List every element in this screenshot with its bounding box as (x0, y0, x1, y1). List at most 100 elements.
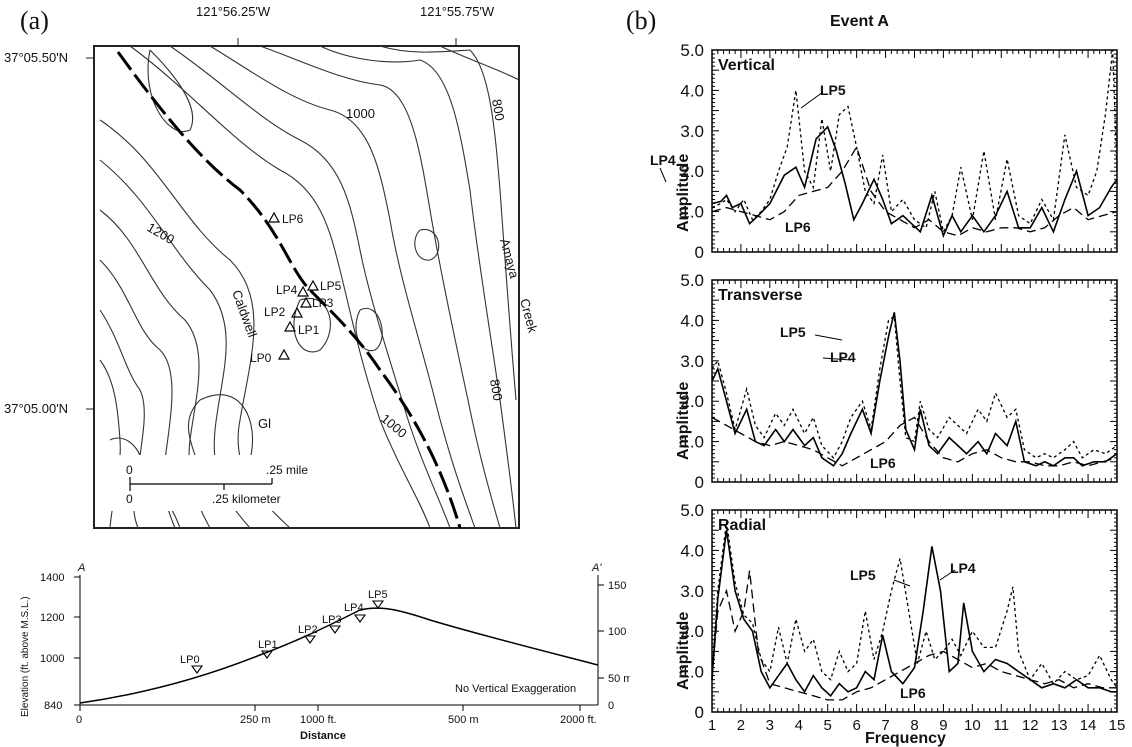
profile-marker-lp4 (353, 614, 367, 623)
contour-label-1: 1000 (346, 106, 375, 121)
ylabel-vertical: Amplitude (675, 154, 692, 232)
panel-b-label: (b) (626, 6, 657, 35)
x-tick-label: 9 (939, 717, 947, 734)
map-frame (93, 45, 520, 529)
series-label-leader (659, 167, 667, 183)
series-label-lp6: LP6 (870, 455, 896, 471)
site-marker-lp5 (306, 279, 320, 291)
series-label-lp5: LP5 (850, 567, 876, 583)
profile-rtick-0: 0 (608, 700, 614, 712)
scale-km-mid: .25 (212, 492, 229, 506)
profile-ytick-840: 840 (44, 700, 62, 712)
y-tick-label: 1.0 (680, 203, 704, 222)
panel-a-label: (a) (20, 6, 49, 35)
scale-km-unit: kilometer (232, 492, 281, 506)
series-lp6 (711, 145, 1118, 237)
place-creek: Creek (517, 297, 541, 335)
profile-marker-lp3 (328, 625, 342, 634)
profile-label-lp2: LP2 (298, 624, 318, 636)
x-tick-label: 2 (737, 717, 745, 734)
y-tick-label: 1.0 (680, 663, 704, 682)
contour-label-4: 800 (487, 378, 506, 402)
scale-km-zero: 0 (126, 492, 133, 506)
site-label-lp5: LP5 (320, 279, 342, 293)
profile-xlabel: Distance (300, 730, 346, 742)
site-marker-lp2 (290, 306, 304, 318)
profile-rtick-100: 100 m (608, 626, 630, 638)
y-tick-label: 0 (695, 473, 704, 492)
series-label-lp5: LP5 (780, 324, 806, 340)
series-label-leader (800, 91, 824, 109)
series-label-leader (893, 579, 911, 587)
place-caldwell: Caldwell (229, 288, 260, 339)
site-marker-lp3 (299, 296, 313, 308)
profile-ytick-1000: 1000 (40, 653, 64, 665)
x-tick-label: 3 (766, 717, 774, 734)
ylabel-transverse: Amplitude (675, 382, 692, 460)
lat-label-bottom: 37°05.00'N (4, 401, 68, 416)
profile-xtick-2000ft: 2000 ft. (560, 714, 597, 726)
spectra-panel: Event A Amplitude Amplitude Amplitude Fr… (650, 13, 1125, 747)
series-label-lp6: LP6 (900, 685, 926, 701)
site-label-lp3: LP3 (312, 296, 334, 310)
y-tick-label: 5.0 (680, 501, 704, 520)
scale-bar (129, 477, 273, 491)
panel-title-transverse: Transverse (718, 287, 803, 304)
contour-label-5: 1000 (378, 411, 410, 441)
x-tick-label: 8 (910, 717, 918, 734)
y-tick-label: 2.0 (680, 622, 704, 641)
profile-marker-lp1 (260, 650, 274, 659)
profile-rtick-150: 150 m (608, 580, 630, 592)
y-tick-label: 1.0 (680, 433, 704, 452)
site-label-lp2: LP2 (264, 305, 286, 319)
profile-rtick-50: 50 m (608, 673, 630, 685)
y-tick-label: 0 (695, 243, 704, 262)
lon-label-right: 121°55.75'W (420, 4, 495, 19)
contour-lines (99, 45, 520, 529)
topo-map: 121°56.25'W 121°55.75'W 37°05.50'N 37°05… (4, 4, 541, 529)
profile-xtick-250m: 250 m (240, 714, 271, 726)
profile-xtick-500m: 500 m (448, 714, 479, 726)
y-tick-label: 4.0 (680, 311, 704, 330)
series-label-lp4: LP4 (830, 349, 856, 365)
chart-title: Event A (830, 13, 889, 30)
series-lp4 (711, 530, 1117, 697)
terrain-profile-line (79, 607, 599, 704)
plot-radial: 01.02.03.04.05.01 2 3 4 5 6 7 8 9 10 11 12 13 14 15Rad… (680, 501, 1125, 734)
x-tick-label: 7 (881, 717, 889, 734)
profile-label-lp0: LP0 (180, 654, 200, 666)
y-tick-label: 3.0 (680, 352, 704, 371)
site-marker-lp1 (283, 320, 297, 332)
y-tick-label: 5.0 (680, 271, 704, 290)
site-label-lp4: LP4 (276, 283, 298, 297)
profile-end-left: A (77, 562, 85, 574)
y-tick-label: 2.0 (680, 392, 704, 411)
profile-note: No Vertical Exaggeration (455, 683, 576, 695)
x-tick-label: 13 (1051, 717, 1068, 734)
y-tick-label: 4.0 (680, 81, 704, 100)
y-tick-label: 3.0 (680, 582, 704, 601)
profile-marker-lp5 (371, 600, 385, 609)
scale-mile-zero: 0 (126, 463, 133, 477)
series-label-lp5: LP5 (820, 82, 846, 98)
x-tick-label: 15 (1109, 717, 1126, 734)
site-marker-lp0 (277, 348, 291, 360)
series-lp4 (711, 312, 1118, 467)
profile-end-right: A' (591, 562, 602, 574)
x-tick-label: 11 (993, 717, 1009, 734)
series-label-leader (939, 569, 956, 581)
profile-marker-lp2 (303, 635, 317, 644)
profile-ytick-1200: 1200 (40, 612, 64, 624)
series-lp5 (711, 315, 1118, 459)
series-lp5 (711, 522, 1118, 689)
profile-ylabel: Elevation (ft. above M.S.L.) (20, 596, 31, 717)
site-label-lp0: LP0 (250, 351, 272, 365)
x-tick-label: 6 (852, 717, 860, 734)
panel-title-vertical: Vertical (718, 57, 775, 74)
y-tick-label: 2.0 (680, 162, 704, 181)
ylabel-radial: Amplitude (675, 612, 692, 690)
series-lp4 (711, 125, 1118, 239)
place-gl: Gl (258, 416, 271, 431)
y-tick-label: 5.0 (680, 41, 704, 60)
profile-label-lp3: LP3 (322, 614, 342, 626)
